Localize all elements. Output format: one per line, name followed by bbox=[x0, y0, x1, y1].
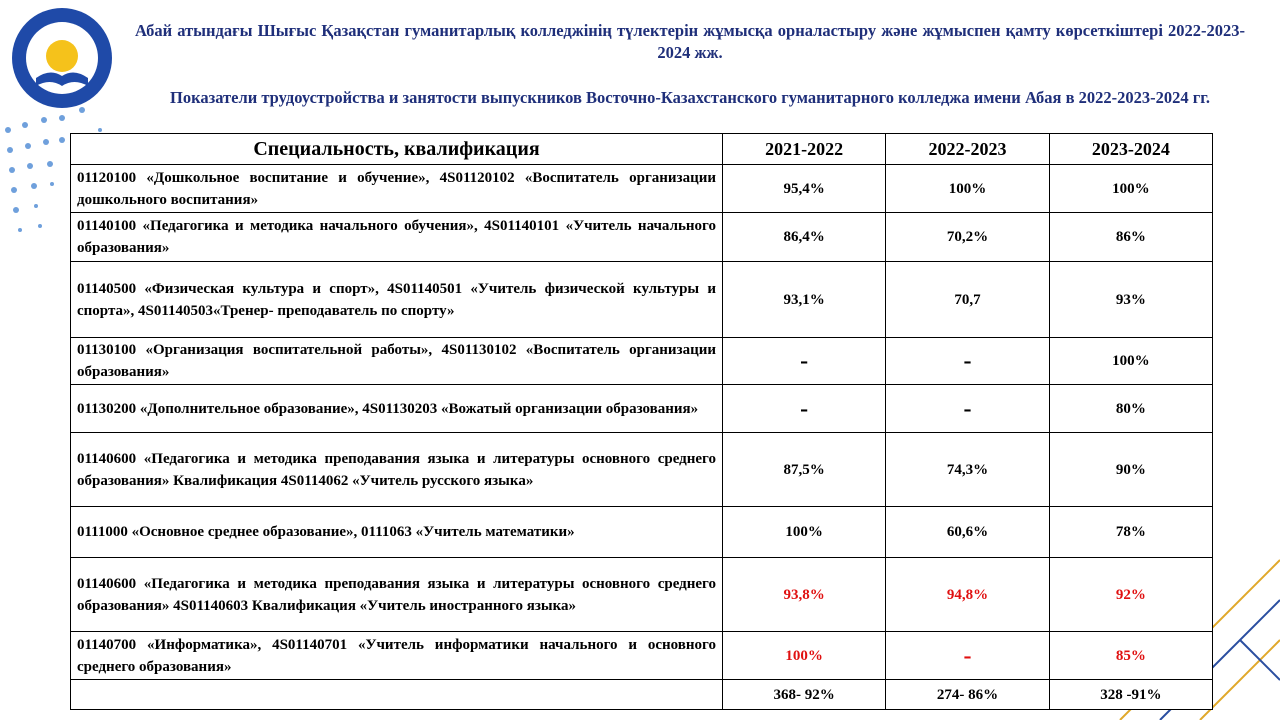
column-header: Специальность, квалификация bbox=[70, 133, 723, 165]
total-cell: 328 -91% bbox=[1048, 679, 1214, 710]
specialty-cell: 01130100 «Организация воспитательной раб… bbox=[70, 337, 723, 385]
value-cell: 86,4% bbox=[721, 212, 887, 262]
dots bbox=[5, 107, 102, 232]
column-header: 2023-2024 bbox=[1048, 133, 1214, 165]
total-label-cell bbox=[70, 679, 723, 710]
table-row: 01140100 «Педагогика и методика начально… bbox=[70, 212, 1214, 262]
value-cell: - bbox=[885, 631, 1050, 680]
table-row: 01120100 «Дошкольное воспитание и обучен… bbox=[70, 164, 1214, 213]
total-cell: 368- 92% bbox=[721, 679, 887, 710]
header-row: Специальность, квалификация 2021-2022 2022… bbox=[70, 133, 1214, 165]
table-row: 01130100 «Организация воспитательной раб… bbox=[70, 337, 1214, 385]
specialty-cell: 01140700 «Информатика», 4S01140701 «Учит… bbox=[70, 631, 723, 680]
value-cell: 74,3% bbox=[885, 432, 1050, 507]
logo bbox=[12, 8, 112, 108]
value-cell: 100% bbox=[721, 631, 887, 680]
value-cell: 78% bbox=[1048, 506, 1214, 558]
specialty-cell: 01130200 «Дополнительное образование», 4… bbox=[70, 384, 723, 433]
value-cell: 60,6% bbox=[885, 506, 1050, 558]
value-cell: 100% bbox=[721, 506, 887, 558]
value-cell: 70,7 bbox=[885, 261, 1050, 338]
value-cell: 100% bbox=[1048, 164, 1214, 213]
value-cell: 87,5% bbox=[721, 432, 887, 507]
value-cell: 93,1% bbox=[721, 261, 887, 338]
value-cell: - bbox=[885, 384, 1050, 433]
value-cell: 80% bbox=[1048, 384, 1214, 433]
value-cell: - bbox=[721, 337, 887, 385]
title-kz: Абай атындағы Шығыс Қазақстан гуманитарл… bbox=[135, 21, 1245, 62]
table-row: 01130200 «Дополнительное образование», 4… bbox=[70, 384, 1214, 433]
table: Специальность, квалификация 2021-2022 2022… bbox=[70, 133, 1214, 710]
value-cell: 93,8% bbox=[721, 557, 887, 632]
table-row: 0111000 «Основное среднее образование», … bbox=[70, 506, 1214, 558]
specialty-cell: 01140100 «Педагогика и методика начально… bbox=[70, 212, 723, 262]
value-cell: 85% bbox=[1048, 631, 1214, 680]
value-cell: 94,8% bbox=[885, 557, 1050, 632]
value-cell: 95,4% bbox=[721, 164, 887, 213]
specialty-cell: 01140600 «Педагогика и методика преподав… bbox=[70, 432, 723, 507]
total-cell: 274- 86% bbox=[885, 679, 1050, 710]
table-row: 01140600 «Педагогика и методика преподав… bbox=[70, 432, 1214, 507]
table-row: 01140600 «Педагогика и методика преподав… bbox=[70, 557, 1214, 632]
value-cell: 86% bbox=[1048, 212, 1214, 262]
value-cell: - bbox=[721, 384, 887, 433]
specialty-cell: 01120100 «Дошкольное воспитание и обучен… bbox=[70, 164, 723, 213]
specialty-cell: 01140500 «Физическая культура и спорт», … bbox=[70, 261, 723, 338]
specialty-cell: 0111000 «Основное среднее образование», … bbox=[70, 506, 723, 558]
value-cell: 92% bbox=[1048, 557, 1214, 632]
table-row: 01140700 «Информатика», 4S01140701 «Учит… bbox=[70, 631, 1214, 680]
value-cell: 90% bbox=[1048, 432, 1214, 507]
value-cell: - bbox=[885, 337, 1050, 385]
specialty-cell: 01140600 «Педагогика и методика преподав… bbox=[70, 557, 723, 632]
table-row: 01140500 «Физическая культура и спорт», … bbox=[70, 261, 1214, 338]
column-header: 2021-2022 bbox=[721, 133, 887, 165]
title-ru: Показатели трудоустройства и занятости в… bbox=[170, 88, 1210, 107]
total-row: 368- 92% 274- 86% 328 -91% bbox=[70, 679, 1214, 710]
column-header: 2022-2023 bbox=[885, 133, 1050, 165]
value-cell: 70,2% bbox=[885, 212, 1050, 262]
value-cell: 93% bbox=[1048, 261, 1214, 338]
value-cell: 100% bbox=[1048, 337, 1214, 385]
value-cell: 100% bbox=[885, 164, 1050, 213]
